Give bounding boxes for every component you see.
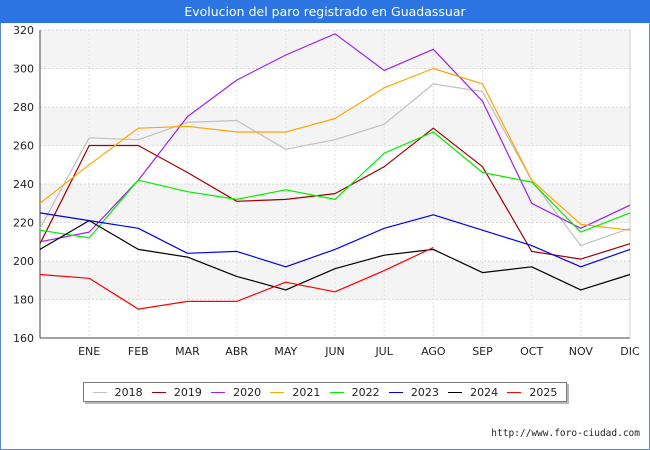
- y-tick-label: 320: [13, 24, 34, 37]
- y-tick-label: 200: [13, 255, 34, 268]
- legend-swatch: [211, 391, 226, 393]
- series-line-2025: [39, 246, 434, 310]
- x-tick-label: JUL: [374, 345, 393, 358]
- legend-swatch: [92, 391, 107, 393]
- legend-label: 2021: [292, 385, 321, 399]
- legend-label: 2023: [410, 385, 439, 399]
- legend-item-2019: 2019: [151, 385, 202, 399]
- y-tick-label: 260: [13, 140, 34, 153]
- y-tick-label: 180: [13, 294, 34, 307]
- y-tick-label: 160: [13, 332, 34, 345]
- chart-title: Evolucion del paro registrado en Guadass…: [184, 4, 466, 19]
- y-tick-label: 220: [13, 217, 34, 230]
- legend-item-2021: 2021: [270, 386, 320, 399]
- legend-label: 2025: [529, 385, 558, 399]
- x-axis-labels: ENE FEB MAR ABR MAY JUN JUL AGO SEP OCT NOV DIC: [78, 345, 640, 358]
- x-tick-label: AGO: [421, 345, 446, 358]
- x-tick-label: JUN: [324, 345, 345, 358]
- legend-label: 2024: [470, 385, 499, 399]
- y-axis-labels: 160 180 200 220 240 260 280 300 320: [13, 24, 34, 345]
- legend-swatch: [507, 391, 522, 393]
- series-line-2021: [39, 67, 631, 231]
- series-lines: [39, 33, 631, 310]
- x-tick-label: NOV: [569, 345, 594, 358]
- source-credit: http://www.foro-ciudad.com: [491, 428, 640, 439]
- legend-item-2022: 2022: [329, 385, 380, 399]
- title-bar: Evolucion del paro registrado en Guadass…: [0, 0, 650, 23]
- series-line-2024: [39, 220, 631, 291]
- legend-swatch: [151, 391, 166, 393]
- legend-item-2023: 2023: [388, 385, 439, 399]
- x-tick-label: MAR: [175, 345, 200, 358]
- series-line-2022: [39, 131, 631, 239]
- x-tick-label: ABR: [225, 345, 248, 358]
- x-tick-label: FEB: [128, 345, 149, 358]
- y-tick-label: 300: [13, 63, 34, 76]
- legend-swatch: [388, 391, 403, 393]
- x-tick-label: ENE: [78, 345, 100, 358]
- legend-label: 2018: [114, 385, 143, 399]
- x-tick-label: DIC: [620, 345, 640, 358]
- legend-item-2020: 2020: [211, 386, 261, 399]
- series-line-2023: [39, 212, 631, 268]
- legend: 2018 2019 2020 2021 2022 2023 2024 2025: [83, 382, 567, 402]
- legend-label: 2022: [351, 385, 380, 399]
- y-tick-label: 280: [13, 101, 34, 114]
- legend-swatch: [448, 391, 463, 393]
- series-line-2019: [39, 127, 631, 260]
- x-tick-label: SEP: [472, 345, 493, 358]
- legend-item-2024: 2024: [448, 386, 498, 399]
- legend-item-2018: 2018: [92, 385, 143, 399]
- legend-swatch: [329, 391, 344, 393]
- legend-label: 2020: [233, 385, 262, 399]
- x-tick-label: OCT: [520, 345, 543, 358]
- legend-item-2025: 2025: [507, 386, 557, 399]
- legend-swatch: [270, 391, 285, 393]
- legend-label: 2019: [173, 385, 202, 399]
- x-tick-label: MAY: [274, 345, 297, 358]
- axes: [39, 30, 631, 339]
- y-tick-label: 240: [13, 178, 34, 191]
